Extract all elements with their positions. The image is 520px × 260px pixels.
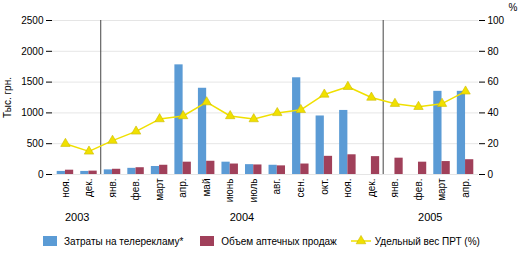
svg-text:фев.: фев.	[130, 179, 141, 201]
svg-text:2005: 2005	[418, 211, 442, 223]
html-text:Объем аптечных продаж: Объем аптечных продаж	[221, 235, 337, 247]
svg-text:40: 40	[488, 107, 500, 118]
svg-text:окт.: окт.	[319, 179, 330, 195]
svg-text:2003: 2003	[65, 211, 89, 223]
svg-text:20: 20	[488, 138, 500, 149]
svg-text:0: 0	[38, 169, 44, 180]
svg-text:апр.: апр.	[177, 179, 188, 198]
svg-text:1500: 1500	[21, 76, 44, 87]
svg-text:100: 100	[488, 15, 505, 26]
svg-text:2500: 2500	[21, 15, 44, 26]
svg-text:60: 60	[488, 76, 500, 87]
svg-text:апр.: апр.	[460, 179, 471, 198]
svg-text:авг.: авг.	[271, 179, 282, 195]
svg-text:2000: 2000	[21, 46, 44, 57]
svg-text:дек.: дек.	[83, 179, 94, 198]
svg-text:1000: 1000	[21, 107, 44, 118]
svg-text:янв.: янв.	[389, 179, 400, 198]
svg-text:май: май	[201, 179, 212, 197]
svg-text:июнь: июнь	[224, 179, 235, 203]
svg-text:дек.: дек.	[366, 179, 377, 198]
svg-text:ноя.: ноя.	[342, 179, 353, 198]
svg-text:фев.: фев.	[413, 179, 424, 201]
svg-text:0: 0	[488, 169, 494, 180]
svg-text:июль: июль	[248, 179, 259, 203]
svg-text:2004: 2004	[230, 211, 254, 223]
svg-text:янв.: янв.	[107, 179, 118, 198]
svg-text:ноя.: ноя.	[60, 179, 71, 198]
svg-text:80: 80	[488, 46, 500, 57]
html-text:Удельный вес ПРТ (%): Удельный вес ПРТ (%)	[374, 235, 480, 247]
svg-text:500: 500	[27, 138, 44, 149]
svg-text:март: март	[154, 178, 165, 201]
svg-text:март: март	[436, 178, 447, 201]
svg-text:%: %	[509, 2, 518, 13]
html-text:Затраты на телерекламу*: Затраты на телерекламу*	[64, 235, 184, 247]
svg-text:Тыс. грн.: Тыс. грн.	[2, 77, 13, 118]
svg-text:сен.: сен.	[295, 179, 306, 198]
